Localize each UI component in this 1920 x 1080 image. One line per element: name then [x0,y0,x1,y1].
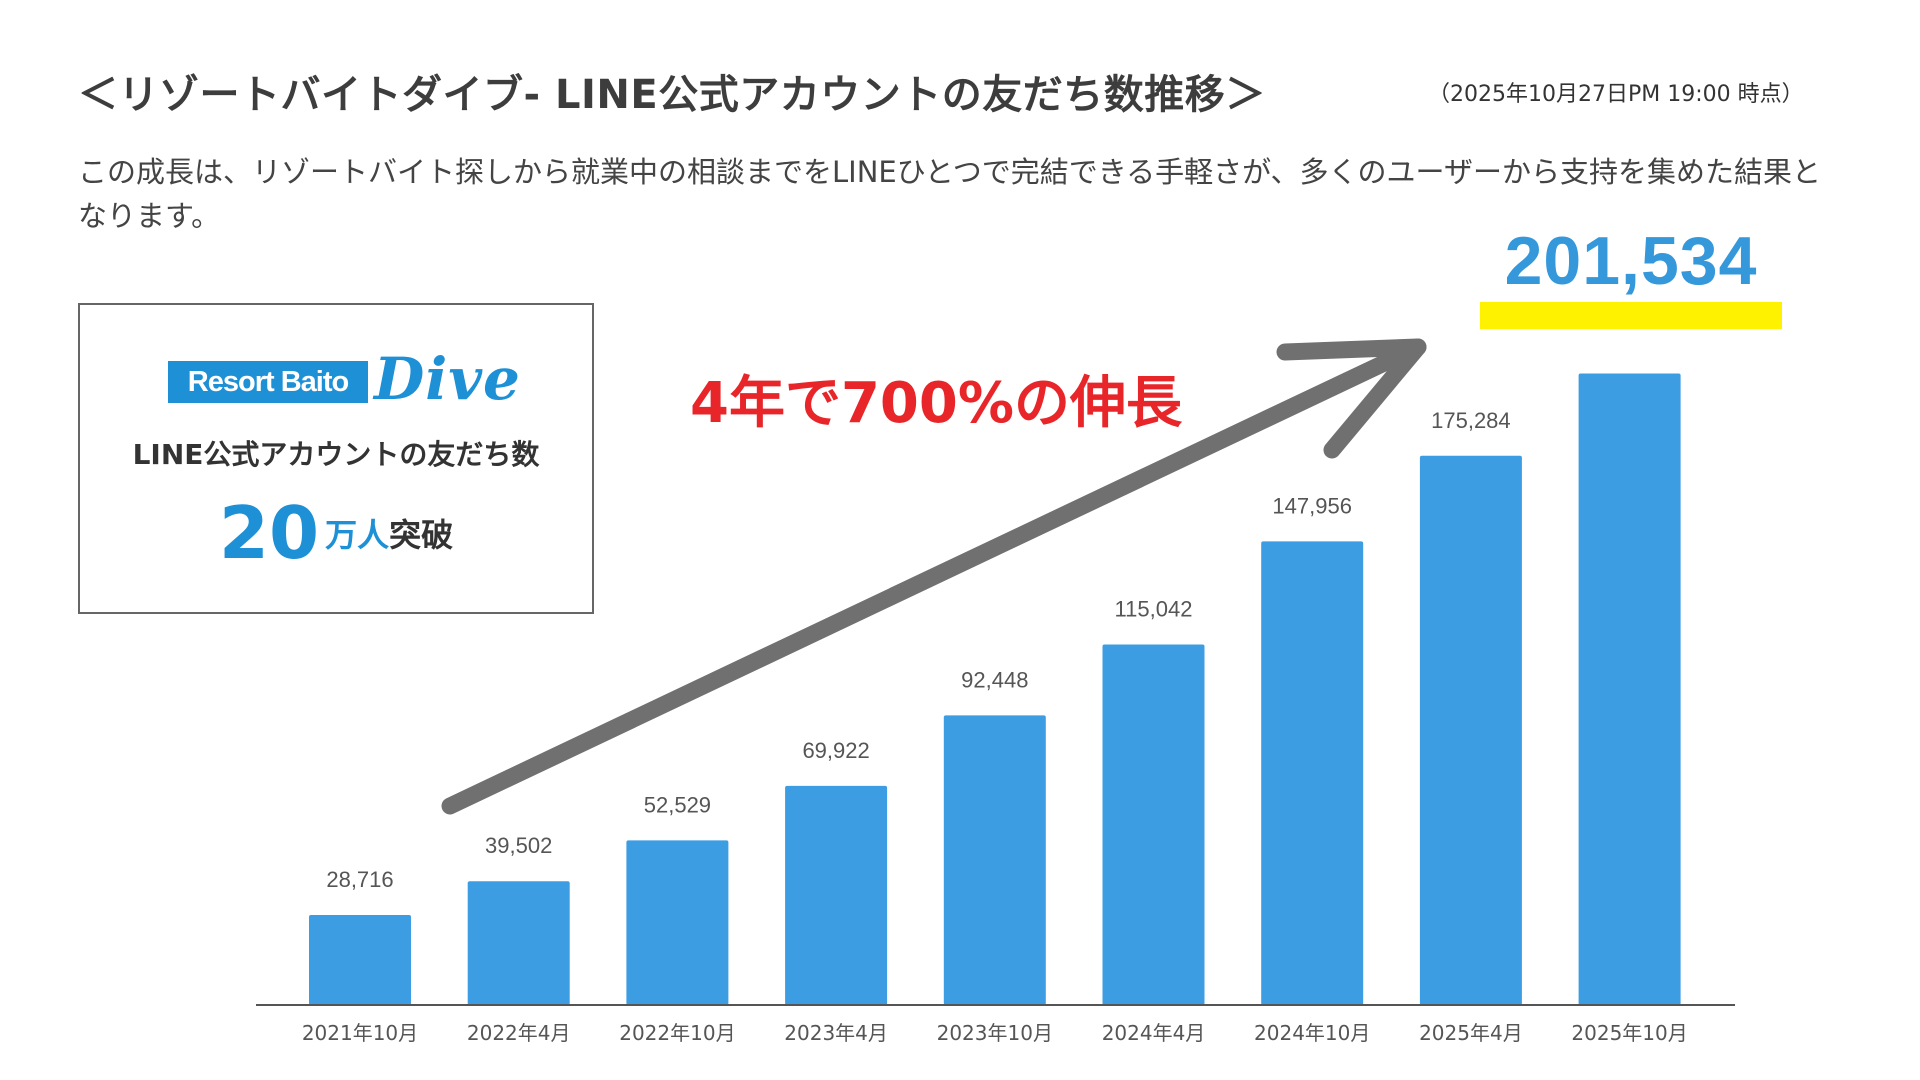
value-label-1: 39,502 [485,833,552,858]
bar-0 [309,915,411,1005]
bar-group [309,373,1681,1005]
bar-3 [785,785,888,1005]
bar-6 [1261,541,1364,1005]
logo-script: Dive [374,345,521,413]
bar-4 [943,715,1046,1005]
value-label-6: 147,956 [1272,493,1352,518]
bar-2 [626,840,729,1005]
growth-arrow [441,338,1427,815]
info-box-number: 20 [218,491,320,575]
logo-badge: Resort Baito [168,361,368,403]
x-tick-label-0: 2021年10月 [302,1021,418,1045]
info-box-label: LINE公式アカウントの友だち数 [132,438,540,471]
value-label-7: 175,284 [1431,408,1511,433]
bar-8 [1578,373,1681,1005]
timestamp: （2025年10月27日PM 19:00 時点） [1428,82,1804,107]
x-tick-label-5: 2024年4月 [1102,1021,1206,1045]
growth-annotation: 4年で700%の伸長 [690,371,1182,436]
description: この成長は、リゾートバイト探しから就業中の相談までをLINEひとつで完結できる手… [78,155,1821,233]
x-tick-label-1: 2022年4月 [467,1021,571,1045]
value-label-3: 69,922 [802,738,869,763]
arrow-head [1276,338,1427,459]
x-tick-label-2: 2022年10月 [619,1021,735,1045]
x-tick-label-group: 2021年10月 2022年4月 2022年10月 2023年4月 2023年10月 20… [302,1021,1688,1045]
brand-logo: Resort Baito Dive [168,345,520,413]
x-tick-label-6: 2024年10月 [1254,1021,1370,1045]
value-label-5: 115,042 [1115,597,1193,622]
x-tick-label-7: 2025年4月 [1419,1021,1523,1045]
info-box: Resort Baito Dive LINE公式アカウントの友だち数 20 万人突… [78,303,594,614]
logo-text: Resort Baito [187,365,349,398]
info-box-suffix: 突破 [389,516,454,554]
bar-5 [1102,644,1205,1005]
value-label-2: 52,529 [644,792,711,817]
latest-total: 201,534 [1504,223,1758,299]
value-label-group: 28,716 39,502 52,529 69,922 92,448 115,042 147… [326,408,1510,892]
page-title: ＜リゾートバイトダイブ- LINE公式アカウントの友だち数推移＞ [78,72,1266,118]
x-tick-label-4: 2023年10月 [937,1021,1053,1045]
info-box-unit: 万人 [325,516,390,554]
bar-7 [1419,455,1522,1005]
value-label-0: 28,716 [326,867,393,892]
total-highlight [1480,302,1782,329]
arrow-shaft [441,338,1427,815]
x-tick-label-3: 2023年4月 [784,1021,888,1045]
info-box-stat: 20 万人突破 [80,491,592,575]
x-tick-label-8: 2025年10月 [1571,1021,1687,1045]
bar-1 [467,881,570,1005]
value-label-4: 92,448 [961,667,1028,692]
